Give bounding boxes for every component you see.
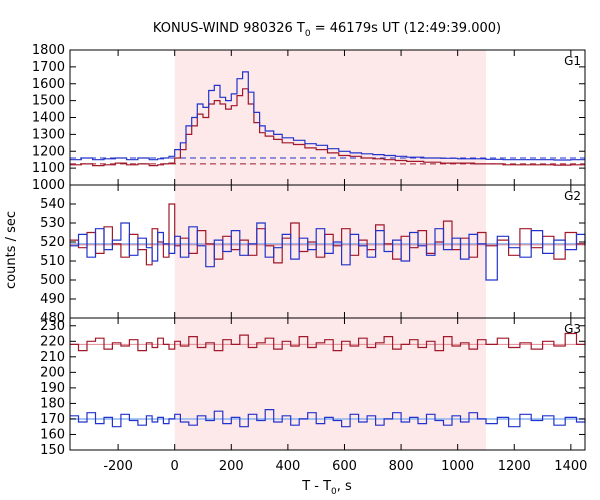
- panel-label: G3: [564, 322, 581, 336]
- y-tick-label: 1500: [32, 94, 65, 109]
- series-blue-g2: [70, 222, 586, 281]
- y-tick-label: 1100: [32, 161, 65, 176]
- y-tick-label: 160: [40, 427, 65, 442]
- x-tick-label: -200: [103, 459, 133, 474]
- y-tick-label: 500: [40, 273, 65, 288]
- y-tick-label: 1700: [32, 60, 65, 75]
- x-tick-label: 200: [219, 459, 244, 474]
- y-tick-label: 220: [40, 334, 65, 349]
- shaded-interval: [174, 318, 486, 450]
- x-tick-label: 400: [275, 459, 300, 474]
- y-tick-label: 230: [40, 319, 65, 334]
- panel-frame: [69, 317, 586, 451]
- shaded-interval: [174, 185, 486, 318]
- y-tick-label: 180: [40, 396, 65, 411]
- y-tick-label: 480: [40, 311, 65, 326]
- y-tick-label: 1300: [32, 127, 65, 142]
- x-tick-label: 800: [389, 459, 414, 474]
- panel-label: G1: [564, 54, 581, 68]
- x-tick-label: 1200: [498, 459, 531, 474]
- y-tick-label: 510: [40, 254, 65, 269]
- x-tick-label: 600: [332, 459, 357, 474]
- y-tick-label: 190: [40, 381, 65, 396]
- y-tick-label: 490: [40, 292, 65, 307]
- x-axis-label: T - T0, s: [301, 479, 352, 497]
- series-blue-g1: [70, 71, 585, 161]
- chart-title: KONUS-WIND 980326 T0 = 46179s UT (12:49:…: [153, 21, 501, 39]
- panel-label: G2: [564, 189, 581, 203]
- y-tick-label: 210: [40, 350, 65, 365]
- y-tick-label: 1600: [32, 77, 65, 92]
- shaded-interval: [174, 50, 486, 185]
- y-tick-label: 1400: [32, 111, 65, 126]
- x-tick-label: 0: [171, 459, 179, 474]
- y-tick-label: 200: [40, 365, 65, 380]
- panel-g2: 480 490 500 510 520 530 540 G2: [40, 184, 586, 326]
- y-tick-label: 540: [40, 197, 65, 212]
- series-blue-g3: [70, 409, 586, 428]
- y-tick-label: 1800: [32, 43, 65, 58]
- series-red-g3: [70, 332, 586, 352]
- y-tick-label: 530: [40, 216, 65, 231]
- x-tick-label: 1000: [441, 459, 474, 474]
- y-tick-label: 170: [40, 412, 65, 427]
- y-tick-label: 1200: [32, 144, 65, 159]
- x-tick-label: 1400: [554, 459, 587, 474]
- y-tick-label: 150: [40, 443, 65, 458]
- y-axis-label: counts / sec: [4, 211, 19, 289]
- y-tick-label: 1000: [32, 178, 65, 193]
- y-tick-label: 520: [40, 235, 65, 250]
- series-red-g1: [70, 88, 585, 167]
